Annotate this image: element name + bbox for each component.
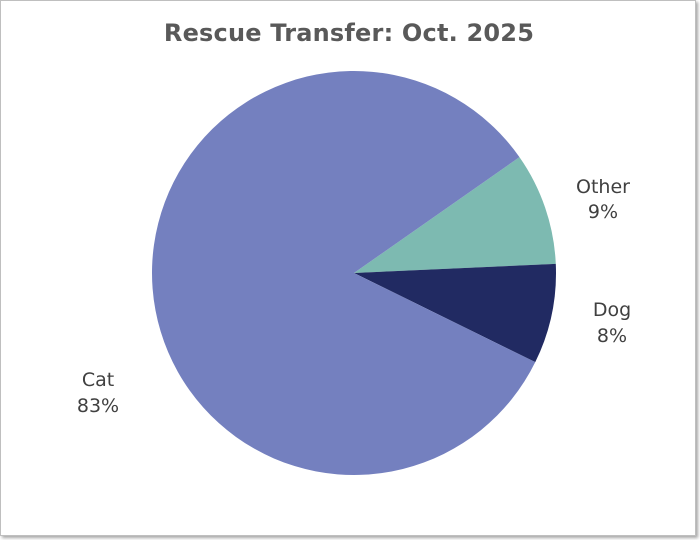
slice-cat	[152, 71, 536, 476]
label-dog-value: 8%	[597, 325, 627, 347]
label-other-name: Other	[576, 176, 630, 198]
slice-dog	[354, 263, 556, 363]
label-cat-value: 83%	[77, 395, 119, 417]
chart-title: Rescue Transfer: Oct. 2025	[163, 19, 535, 47]
label-cat-name: Cat	[82, 369, 114, 391]
slice-other	[354, 157, 556, 273]
pie-slices	[152, 71, 556, 476]
label-dog-name: Dog	[593, 299, 631, 321]
label-other-value: 9%	[588, 201, 618, 223]
